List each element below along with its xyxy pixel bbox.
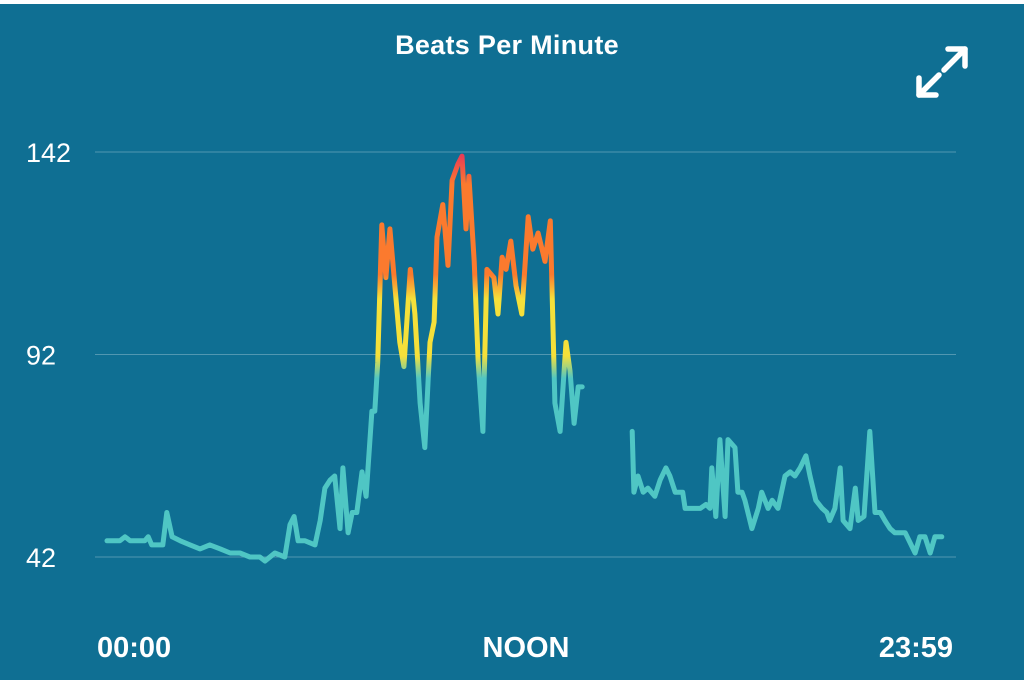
top-edge: [0, 0, 1024, 4]
y-tick-label: 142: [26, 138, 71, 168]
expand-arrows-icon: [916, 46, 968, 98]
heart-rate-line-segment-2: [629, 428, 945, 556]
expand-button[interactable]: [908, 40, 978, 110]
y-tick-label: 42: [26, 543, 56, 573]
x-tick-label: 23:59: [879, 632, 953, 664]
y-tick-label: 92: [26, 341, 56, 371]
x-tick-label: 00:00: [97, 632, 171, 664]
chart-title: Beats Per Minute: [395, 30, 619, 60]
x-tick-label: NOON: [483, 632, 570, 664]
heart-rate-line-segment-1: [104, 153, 585, 564]
